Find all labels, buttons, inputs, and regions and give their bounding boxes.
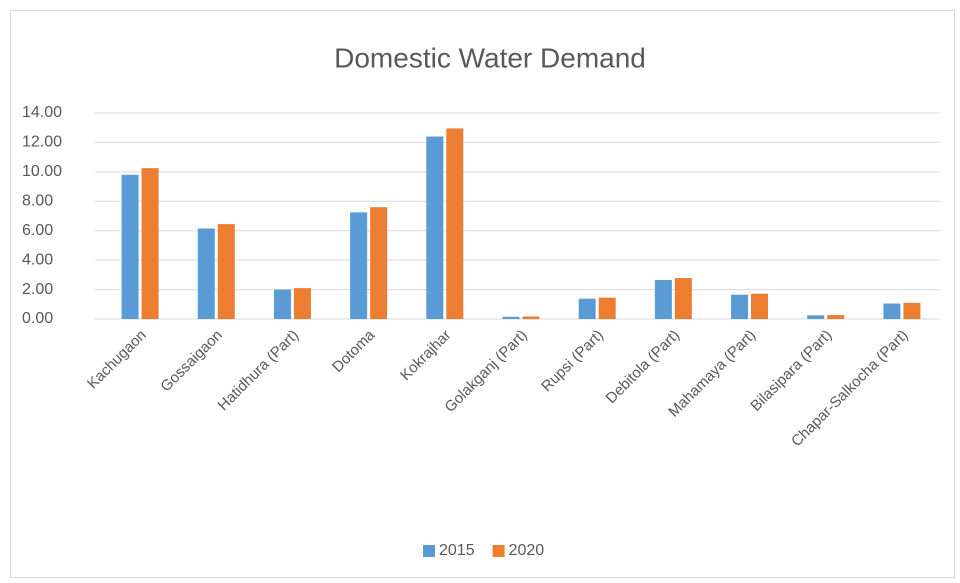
bar [522,316,540,319]
bar [751,293,769,319]
bar [502,316,520,319]
y-tick-label: 10.00 [22,163,62,180]
bar [654,280,672,319]
y-tick-label: 8.00 [22,193,53,210]
bar [293,288,311,319]
y-tick-label: 4.00 [22,251,53,268]
bar [197,228,215,319]
bar [217,224,235,319]
bar [446,128,464,319]
bar [903,302,921,319]
bar [883,303,901,319]
bar [731,294,749,319]
bar [598,297,616,319]
bar [827,315,845,319]
bar [370,207,388,319]
bar [121,174,139,319]
y-tick-label: 12.00 [22,134,62,151]
y-tick-label: 14.00 [22,104,62,121]
legend-swatch [423,545,435,557]
legend-swatch [492,545,505,557]
y-tick-label: 0.00 [22,310,53,327]
bar [807,315,825,319]
bar [578,298,596,319]
bar [674,278,692,319]
bar [426,136,444,319]
chart-title: Domestic Water Demand [334,42,646,73]
bar [273,289,291,319]
bar [141,168,159,319]
legend-label: 2020 [509,542,545,559]
bar [350,212,368,319]
legend-label: 2015 [439,542,475,559]
chart-border [10,10,955,578]
y-tick-label: 2.00 [22,281,53,298]
y-tick-label: 6.00 [22,222,53,239]
